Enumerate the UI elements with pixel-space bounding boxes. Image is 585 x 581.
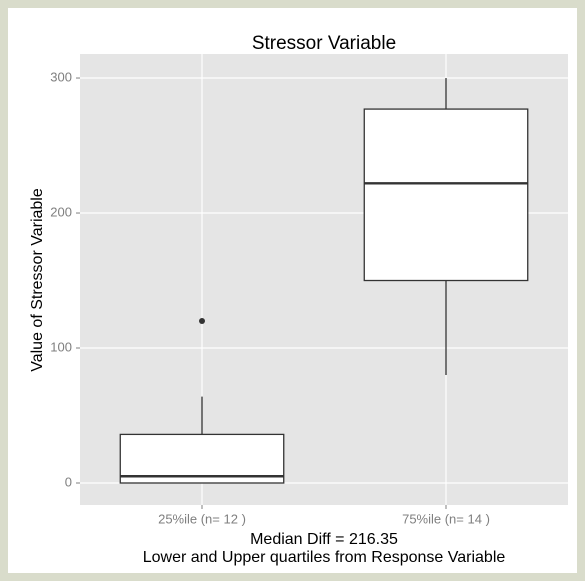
y-axis-title: Value of Stressor Variable [29,188,46,372]
x-tick-label: 75%ile (n= 14 ) [402,511,490,526]
x-axis-title: Median Diff = 216.35 [250,531,398,548]
y-tick-label: 0 [65,474,72,489]
chart-title: Stressor Variable [252,33,396,54]
box [363,108,529,282]
x-tick-label: 25%ile (n= 12 ) [158,511,246,526]
y-tick-label: 300 [50,69,72,84]
y-tick-label: 200 [50,204,72,219]
x-axis-title: Lower and Upper quartiles from Response … [143,549,506,566]
outlier [199,318,205,325]
y-tick-label: 100 [50,339,72,354]
box [119,433,285,484]
